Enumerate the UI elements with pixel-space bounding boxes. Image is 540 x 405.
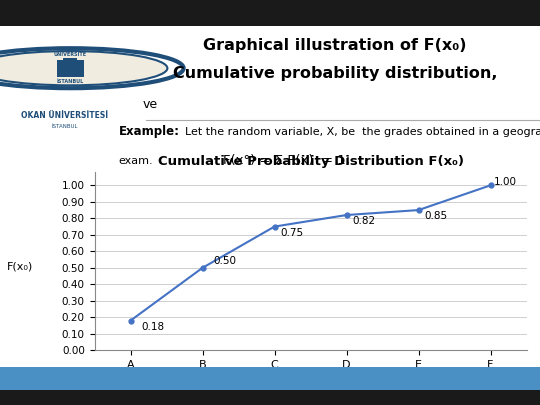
Text: ve: ve bbox=[143, 98, 158, 111]
Circle shape bbox=[0, 51, 167, 85]
Y-axis label: F(x₀): F(x₀) bbox=[7, 261, 33, 271]
Text: F(x°) = Σ P(x)  = 1;: F(x°) = Σ P(x) = 1; bbox=[222, 154, 350, 168]
Text: İSTANBUL: İSTANBUL bbox=[57, 79, 84, 84]
Bar bbox=[63, 58, 77, 64]
Text: Let the random variable, X, be  the grades obtained in a geography: Let the random variable, X, be the grade… bbox=[178, 127, 540, 136]
Text: Example:: Example: bbox=[119, 125, 180, 138]
Text: 0.75: 0.75 bbox=[280, 228, 303, 238]
Text: 0.85: 0.85 bbox=[424, 211, 447, 221]
Text: Ch. 4-19: Ch. 4-19 bbox=[486, 374, 518, 383]
Text: OKAN ÜNİVERSİTESİ: OKAN ÜNİVERSİTESİ bbox=[21, 111, 109, 120]
Text: 0.50: 0.50 bbox=[213, 256, 237, 266]
Title: Cumulative Probability Distribution F(x₀): Cumulative Probability Distribution F(x₀… bbox=[158, 155, 463, 168]
Text: İSTANBUL: İSTANBUL bbox=[51, 124, 78, 129]
Text: exam.: exam. bbox=[119, 156, 153, 166]
Text: 1.00: 1.00 bbox=[494, 177, 517, 186]
Text: 0.82: 0.82 bbox=[352, 216, 375, 226]
Bar bbox=[57, 60, 84, 77]
Text: Cumulative probability distribution,: Cumulative probability distribution, bbox=[173, 66, 497, 81]
Text: ÜNIVERSITE: ÜNIVERSITE bbox=[53, 52, 87, 58]
X-axis label: Grades in geography exam: Grades in geography exam bbox=[230, 375, 391, 389]
Text: Graphical illustration of F(x₀): Graphical illustration of F(x₀) bbox=[203, 38, 467, 53]
Text: 0.18: 0.18 bbox=[141, 322, 164, 332]
Text: DR SUSANNE HANSEN SARAL: DR SUSANNE HANSEN SARAL bbox=[150, 374, 261, 383]
